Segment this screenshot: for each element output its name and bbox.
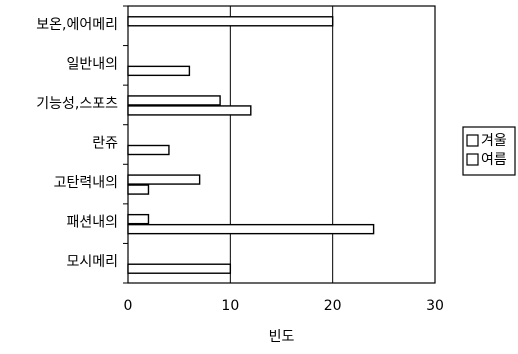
category-label: 고탄력내의 (54, 175, 118, 191)
plot-area (123, 5, 436, 284)
category-label: 란쥬 (92, 136, 118, 152)
bar-여름-1 (127, 65, 191, 77)
bars-layer (127, 16, 375, 274)
x-tick-label: 20 (324, 298, 342, 314)
x-tick-label: 0 (124, 298, 133, 314)
plot-frame (127, 5, 436, 284)
bar-겨울-5 (127, 213, 150, 225)
legend-label: 여름 (481, 152, 507, 168)
legend-label: 겨울 (481, 133, 507, 149)
bar-여름-2 (127, 105, 252, 116)
x-tick-label: 10 (221, 298, 239, 314)
x-axis-title: 빈도 (269, 329, 295, 345)
bar-겨울-4 (127, 174, 201, 185)
category-label: 일반내의 (66, 56, 118, 72)
labels-layer: 0 10 20 30 보온,에어메리일반내의기능성,스포츠란쥬고탄력내의패션내의모시메리… (36, 17, 444, 345)
category-label: 보온,에어메리 (36, 17, 118, 33)
bar-겨울-0 (127, 16, 334, 27)
bar-여름-4 (127, 184, 150, 195)
category-label: 패션내의 (66, 215, 118, 231)
legend-swatch (466, 134, 479, 147)
bar-겨울-2 (127, 95, 221, 106)
bar-여름-3 (127, 144, 170, 156)
bar-여름-6 (127, 263, 232, 274)
bar-여름-5 (127, 223, 375, 235)
x-tick-label: 30 (426, 298, 444, 314)
category-label: 모시메리 (66, 254, 118, 270)
category-label: 기능성,스포츠 (36, 96, 118, 112)
legend-swatch (466, 153, 479, 166)
